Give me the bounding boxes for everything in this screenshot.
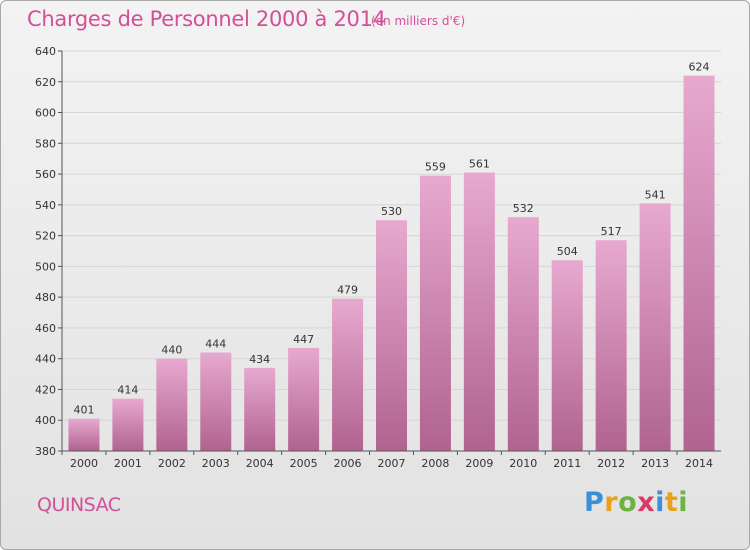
x-tick-label-2003: 2003 bbox=[202, 457, 230, 470]
y-tick-label: 560 bbox=[35, 168, 56, 181]
bar-2001 bbox=[112, 398, 144, 451]
bar-2012 bbox=[595, 240, 627, 451]
bar-2003 bbox=[200, 352, 232, 451]
logo-letter: i bbox=[678, 487, 689, 518]
commune-name: QUINSAC bbox=[37, 494, 121, 516]
value-label-2003: 444 bbox=[205, 338, 226, 351]
axis-layer: 380 400 420 440 460 480 500 520 540 560 580 600 620 6… bbox=[35, 45, 721, 470]
x-tick-label-2007: 2007 bbox=[378, 457, 406, 470]
chart-subtitle: (en milliers d'€) bbox=[371, 14, 466, 28]
value-label-2008: 559 bbox=[425, 161, 446, 174]
x-tick-label-2006: 2006 bbox=[334, 457, 362, 470]
logo-letter: P bbox=[584, 487, 605, 518]
value-label-2002: 440 bbox=[161, 344, 182, 357]
bar-2008 bbox=[419, 175, 451, 451]
bar-2007 bbox=[376, 220, 407, 451]
x-tick-label-2005: 2005 bbox=[290, 457, 318, 470]
bar-2009 bbox=[463, 172, 495, 452]
logo-letter: r bbox=[604, 487, 619, 518]
x-tick-label-2013: 2013 bbox=[641, 457, 669, 470]
value-label-2007: 530 bbox=[381, 205, 402, 218]
proxiti-logo[interactable]: Proxiti bbox=[584, 487, 688, 518]
y-tick-label: 400 bbox=[35, 414, 56, 427]
value-label-2012: 517 bbox=[601, 225, 622, 238]
value-label-2006: 479 bbox=[337, 284, 358, 297]
x-tick-label-2012: 2012 bbox=[597, 457, 625, 470]
bar-2010 bbox=[507, 217, 539, 451]
y-tick-label: 540 bbox=[35, 199, 56, 212]
value-label-2014: 624 bbox=[689, 61, 710, 74]
bar-2000 bbox=[68, 418, 100, 451]
value-label-2009: 561 bbox=[469, 158, 490, 171]
y-tick-label: 380 bbox=[35, 445, 56, 458]
value-label-2001: 414 bbox=[117, 384, 138, 397]
x-tick-label-2000: 2000 bbox=[70, 457, 98, 470]
bar-2004 bbox=[244, 367, 276, 451]
y-tick-label: 640 bbox=[35, 45, 56, 58]
x-tick-label-2004: 2004 bbox=[246, 457, 274, 470]
value-label-2013: 541 bbox=[645, 188, 666, 201]
x-tick-label-2009: 2009 bbox=[465, 457, 493, 470]
y-tick-label: 600 bbox=[35, 107, 56, 120]
y-tick-label: 420 bbox=[35, 383, 56, 396]
x-tick-label-2002: 2002 bbox=[158, 457, 186, 470]
bar-layer: 401 414 440 444 434 447 479 530 559 561 532 504 517 5… bbox=[68, 61, 715, 452]
logo-letter: o bbox=[618, 487, 638, 518]
y-tick-label: 500 bbox=[35, 260, 56, 273]
chart-title: Charges de Personnel 2000 à 2014 bbox=[27, 7, 386, 31]
x-tick-label-2008: 2008 bbox=[421, 457, 449, 470]
y-tick-label: 520 bbox=[35, 230, 56, 243]
bar-2002 bbox=[156, 358, 188, 451]
y-tick-label: 440 bbox=[35, 353, 56, 366]
value-label-2004: 434 bbox=[249, 353, 270, 366]
bar-2011 bbox=[551, 260, 583, 451]
value-label-2010: 532 bbox=[513, 202, 534, 215]
y-tick-label: 480 bbox=[35, 291, 56, 304]
bar-2005 bbox=[288, 347, 320, 451]
y-tick-label: 460 bbox=[35, 322, 56, 335]
bar-2013 bbox=[639, 203, 671, 451]
x-tick-label-2011: 2011 bbox=[553, 457, 581, 470]
value-label-2000: 401 bbox=[73, 404, 94, 417]
bar-2006 bbox=[332, 298, 364, 451]
logo-letter: i bbox=[655, 487, 665, 518]
x-tick-label-2001: 2001 bbox=[114, 457, 142, 470]
value-label-2011: 504 bbox=[557, 245, 578, 258]
bar-2014 bbox=[683, 75, 715, 451]
value-label-2005: 447 bbox=[293, 333, 314, 346]
x-tick-label-2014: 2014 bbox=[685, 457, 713, 470]
logo-letter: t bbox=[664, 487, 679, 518]
y-tick-label: 580 bbox=[35, 137, 56, 150]
logo-letter: x bbox=[637, 487, 656, 518]
x-tick-label-2010: 2010 bbox=[509, 457, 537, 470]
y-tick-label: 620 bbox=[35, 76, 56, 89]
